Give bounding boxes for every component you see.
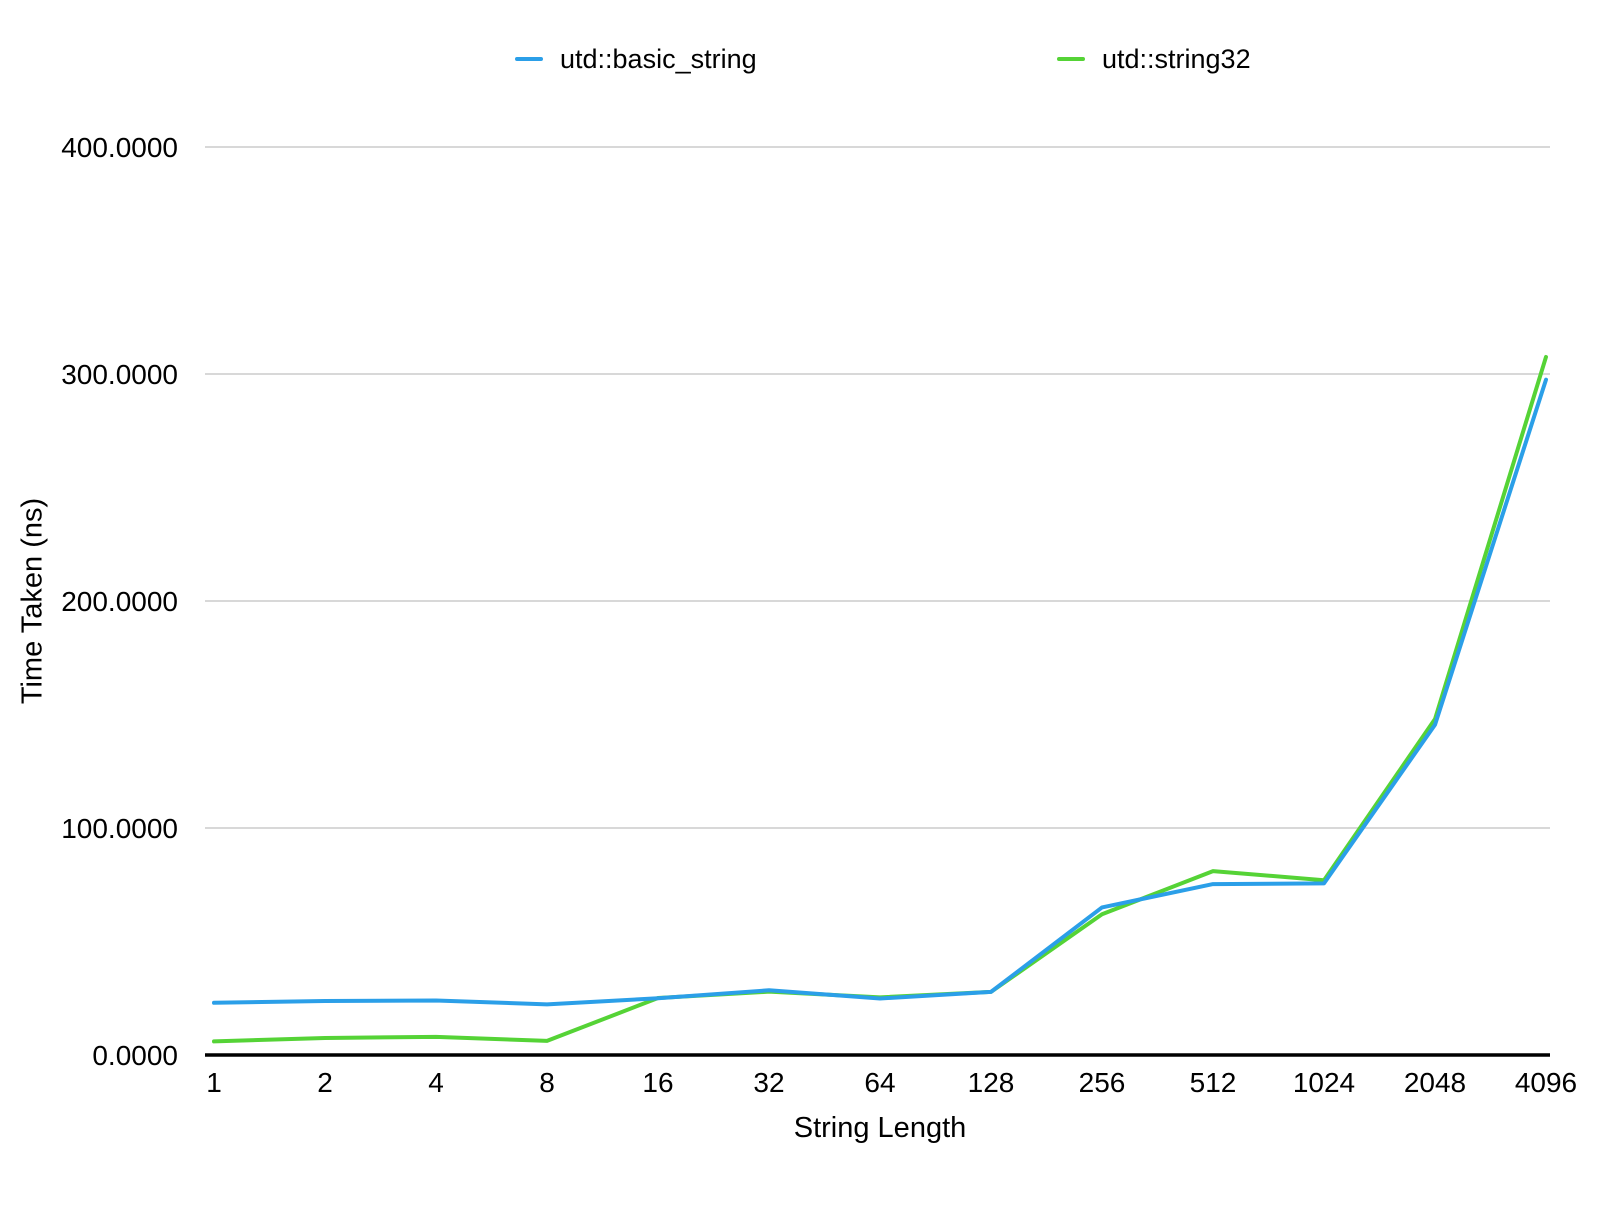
series-line-utd-string32 — [212, 354, 1548, 1044]
y-tick-label: 100.0000 — [61, 813, 178, 844]
legend-swatch-string32-icon — [1057, 56, 1085, 62]
x-tick-label: 2048 — [1404, 1067, 1466, 1098]
x-tick-label: 1024 — [1293, 1067, 1355, 1098]
legend-swatch-basic-string-icon — [515, 56, 543, 62]
y-tick-label: 300.0000 — [61, 359, 178, 390]
legend-item-basic-string: utd::basic_string — [515, 44, 757, 74]
series-line-utd-basic-string — [212, 377, 1548, 1007]
x-tick-label: 8 — [539, 1067, 555, 1098]
y-tick-label: 0.0000 — [92, 1040, 178, 1071]
x-tick-label: 256 — [1079, 1067, 1126, 1098]
x-tick-label: 4096 — [1515, 1067, 1577, 1098]
x-tick-label: 64 — [864, 1067, 895, 1098]
x-tick-label: 512 — [1190, 1067, 1237, 1098]
x-tick-label: 4 — [428, 1067, 444, 1098]
legend-item-string32: utd::string32 — [1057, 44, 1251, 74]
x-tick-label: 32 — [753, 1067, 784, 1098]
legend-label-string32: utd::string32 — [1102, 43, 1251, 74]
x-tick-label: 2 — [317, 1067, 333, 1098]
legend-label-basic-string: utd::basic_string — [560, 43, 757, 74]
x-tick-label: 1 — [206, 1067, 222, 1098]
y-tick-label: 400.0000 — [61, 132, 178, 163]
y-tick-label: 200.0000 — [61, 586, 178, 617]
x-tick-label: 128 — [968, 1067, 1015, 1098]
y-axis-title: Time Taken (ns) — [16, 497, 49, 705]
x-axis-title: String Length — [793, 1112, 967, 1144]
x-tick-label: 16 — [642, 1067, 673, 1098]
